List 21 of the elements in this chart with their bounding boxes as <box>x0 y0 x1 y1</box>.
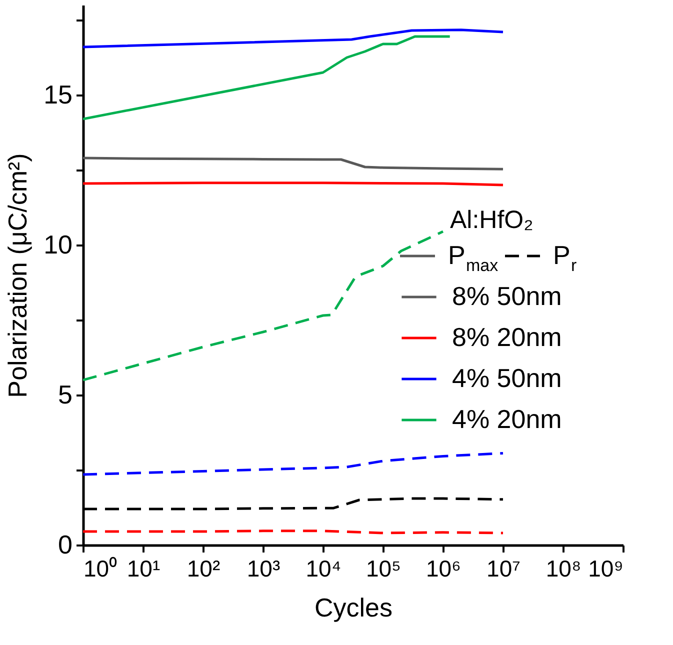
x-tick-label: 10⁹ <box>588 556 624 582</box>
x-tick-label: 10⁰ <box>84 556 118 582</box>
legend-label: 8% 20nm <box>452 322 562 352</box>
y-tick-label: 15 <box>44 80 72 110</box>
x-tick-label: 10⁷ <box>486 556 520 582</box>
x-tick-label: 10⁶ <box>426 556 462 582</box>
x-tick-label: 10⁴ <box>306 556 342 582</box>
y-axis-title: Polarization (μC/cm²) <box>2 153 33 398</box>
y-tick-label: 10 <box>44 230 72 260</box>
y-tick-label: 0 <box>58 530 72 560</box>
x-axis-title: Cycles <box>314 592 393 622</box>
x-tick-label: 10⁵ <box>366 556 402 582</box>
y-tick-label: 5 <box>58 380 72 410</box>
legend-title: Al:HfO₂ <box>450 206 534 234</box>
legend-label: 4% 20nm <box>452 404 562 434</box>
legend-label: 4% 50nm <box>452 363 562 393</box>
legend-label: 8% 50nm <box>452 281 562 311</box>
x-tick-label: 10⁸ <box>546 556 582 582</box>
x-tick-label: 10² <box>186 556 220 582</box>
x-tick-label: 10¹ <box>126 556 160 582</box>
x-tick-label: 10³ <box>246 556 280 582</box>
